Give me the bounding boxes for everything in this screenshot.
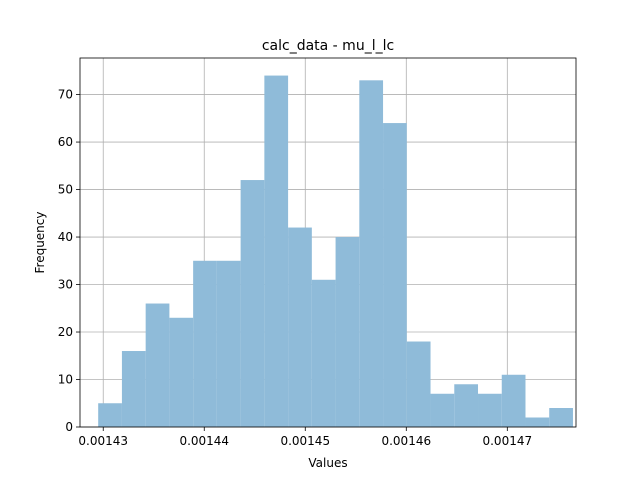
chart-title: calc_data - mu_l_lc — [262, 38, 394, 54]
histogram-bar — [359, 80, 384, 427]
histogram-bar — [335, 237, 360, 427]
histogram-bar — [311, 279, 336, 427]
histogram-bar — [383, 123, 407, 428]
y-tick-label: 60 — [58, 135, 73, 149]
x-tick-label: 0.00147 — [482, 434, 532, 448]
histogram-bar — [193, 260, 217, 427]
y-tick-label: 70 — [58, 88, 73, 102]
plot-frame — [79, 57, 577, 428]
histogram-bar — [240, 180, 265, 427]
x-axis-ticks: 0.00143 0.00144 0.00145 0.00146 0.00147 — [78, 427, 532, 448]
histogram-bar — [145, 303, 170, 427]
histogram-bar — [216, 260, 241, 427]
x-tick-label: 0.00146 — [381, 434, 431, 448]
x-tick-label: 0.00145 — [280, 434, 330, 448]
histogram-bar — [169, 317, 194, 427]
histogram-bar — [501, 374, 526, 427]
y-tick-label: 30 — [58, 278, 73, 292]
histogram-bar — [454, 384, 479, 427]
y-tick-label: 50 — [58, 183, 73, 197]
y-axis-ticks: 0 10 20 30 40 50 60 70 — [58, 88, 80, 434]
y-tick-label: 20 — [58, 325, 73, 339]
histogram-bar — [98, 403, 122, 427]
y-tick-label: 40 — [58, 230, 73, 244]
x-tick-label: 0.00143 — [78, 434, 128, 448]
histogram-bars — [98, 75, 573, 428]
histogram-bar — [549, 408, 573, 427]
histogram-bar — [264, 75, 289, 428]
histogram-bar — [478, 393, 502, 427]
x-axis-label: Values — [308, 456, 347, 470]
histogram-bar — [288, 227, 312, 427]
y-tick-label: 10 — [58, 373, 73, 387]
histogram-bar — [121, 351, 146, 427]
histogram-bar — [430, 393, 455, 427]
y-tick-label: 0 — [65, 420, 73, 434]
histogram-bar — [406, 341, 431, 427]
histogram-bar — [525, 417, 550, 427]
x-tick-label: 0.00144 — [179, 434, 229, 448]
y-axis-label: Frequency — [33, 212, 47, 274]
